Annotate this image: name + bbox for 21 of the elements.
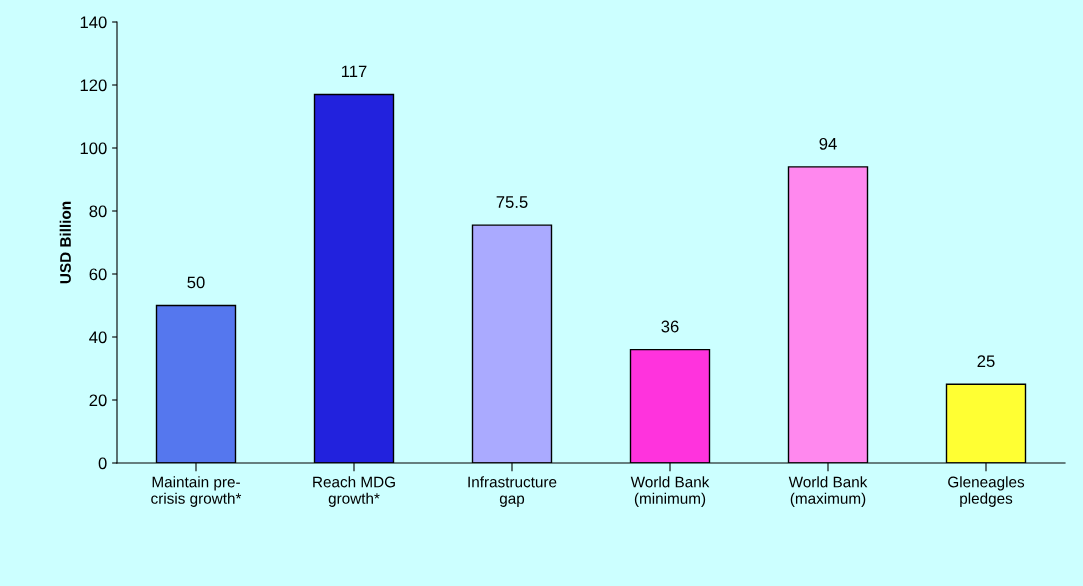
- data-label: 36: [661, 320, 679, 333]
- y-tick-label: 80: [89, 205, 107, 218]
- data-label: 117: [341, 65, 367, 78]
- y-tick-label: 20: [89, 394, 107, 407]
- x-tick-label: Infrastructure gap: [468, 476, 557, 507]
- x-tick-label: Gleneagles pledges: [948, 476, 1025, 507]
- y-tick-label: 40: [89, 331, 107, 344]
- x-tick-label: Maintain pre- crisis growth*: [151, 476, 242, 507]
- y-tick-label: 0: [98, 457, 107, 470]
- y-tick-label: 120: [80, 79, 107, 92]
- x-tick-label: World Bank (maximum): [788, 476, 868, 507]
- data-label: 50: [187, 276, 205, 289]
- data-label: 75.5: [496, 196, 528, 208]
- x-tick-label: Reach MDG growth*: [313, 476, 395, 507]
- data-label: 94: [819, 137, 837, 150]
- y-axis-title: USD Billion: [59, 201, 71, 284]
- x-tick-label: World Bank (minimum): [630, 476, 710, 507]
- y-tick-label: 140: [80, 16, 107, 29]
- data-label: 25: [977, 355, 995, 368]
- y-tick-label: 100: [80, 142, 107, 155]
- y-tick-label: 60: [89, 268, 107, 281]
